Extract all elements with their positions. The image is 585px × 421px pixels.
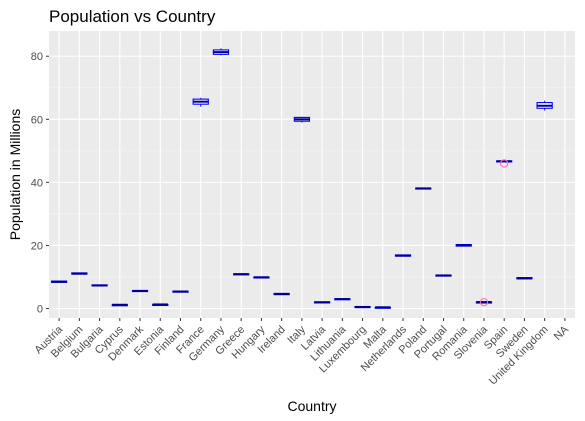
box-sweden [516, 277, 533, 280]
y-tick-label: 80 [31, 51, 43, 63]
box-portugal [435, 274, 452, 277]
panel-background [49, 31, 575, 318]
y-tick-label: 0 [37, 304, 43, 316]
box-estonia [152, 303, 169, 306]
box-bulgaria [91, 284, 108, 287]
box-cyprus [111, 303, 128, 307]
outlier-point [500, 159, 509, 168]
outlier-point [479, 298, 489, 307]
x-tick-label: NA [552, 323, 572, 343]
box-netherlands [394, 254, 412, 257]
box-united-kingdom [536, 100, 553, 111]
box-belgium [71, 272, 88, 275]
box-hungary [253, 276, 270, 279]
y-tick-label: 40 [31, 177, 43, 189]
plot-area: 020406080AustriaBelgiumBulgariaCyprusDen… [31, 31, 575, 387]
box-ireland [273, 292, 290, 296]
box-latvia [313, 301, 331, 304]
box-malta [374, 306, 391, 309]
y-tick-label: 60 [31, 114, 43, 126]
box-germany [212, 48, 230, 56]
y-axis-title: Population in Millions [7, 109, 23, 241]
x-axis-title: Country [287, 398, 336, 414]
box-italy [293, 116, 311, 123]
box-finland [172, 290, 189, 293]
box-france [192, 97, 209, 107]
box-lithuania [334, 298, 351, 301]
box-spain [496, 159, 513, 168]
chart-title: Population vs Country [49, 7, 216, 26]
box-greece [233, 273, 250, 276]
box-slovenia [475, 298, 493, 307]
box-romania [455, 243, 472, 247]
box-austria [50, 280, 68, 283]
y-tick-label: 20 [31, 240, 43, 252]
box-poland [415, 187, 432, 190]
box-denmark [131, 289, 149, 293]
box-luxembourg [354, 305, 371, 309]
